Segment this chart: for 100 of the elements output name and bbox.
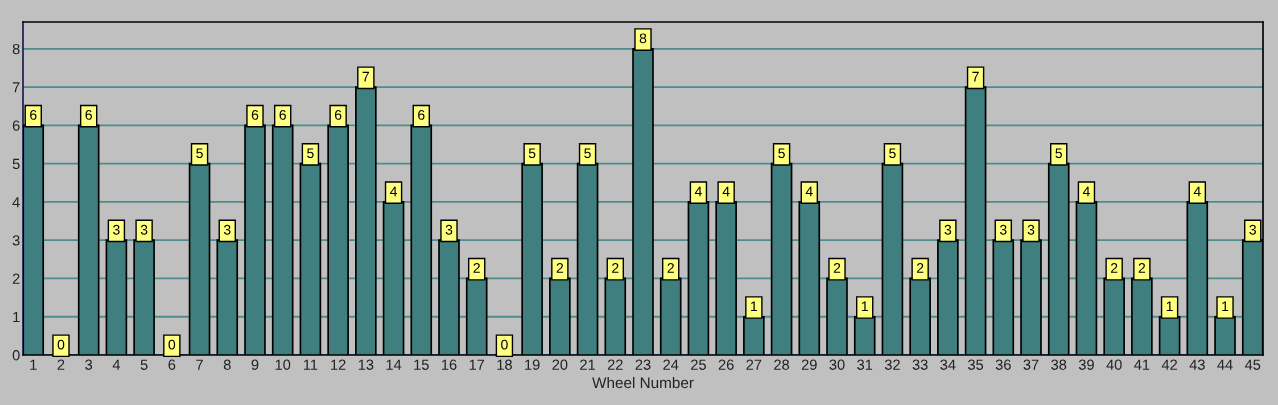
x-tick-label: 4 (112, 359, 121, 370)
x-tick-label: 1 (30, 359, 37, 370)
data-label: 2 (473, 263, 480, 273)
data-label: 5 (307, 148, 314, 159)
data-label: 4 (805, 186, 813, 197)
x-tick-label: 27 (746, 359, 762, 370)
data-label: 2 (833, 263, 841, 273)
data-label: 6 (418, 109, 425, 120)
data-label: 0 (168, 339, 176, 350)
x-tick-label: 39 (1078, 359, 1094, 370)
x-tick-label: 29 (801, 359, 817, 370)
data-label: 0 (501, 339, 508, 350)
y-tick-label: 6 (12, 120, 20, 131)
x-tick-label: 37 (1023, 359, 1039, 370)
data-label: 5 (584, 148, 591, 159)
x-tick-label: 14 (386, 359, 402, 370)
y-tick-label: 0 (12, 350, 20, 361)
x-tick-label: 7 (196, 359, 203, 370)
data-label: 2 (1138, 263, 1146, 273)
x-tick-label: 5 (140, 359, 148, 370)
data-label: 3 (223, 224, 231, 235)
x-tick-label: 33 (912, 359, 928, 370)
x-tick-label: 31 (857, 359, 873, 370)
x-tick-label: 36 (995, 359, 1011, 370)
data-label: 5 (196, 148, 203, 159)
x-tick-label: 15 (414, 359, 429, 370)
data-label: 0 (57, 339, 65, 350)
data-label: 7 (972, 71, 979, 82)
y-tick-label: 8 (12, 43, 20, 55)
x-tick-label: 17 (469, 359, 485, 370)
x-tick-label: 6 (168, 359, 176, 370)
data-label: 2 (916, 263, 924, 273)
x-tick-label: 40 (1106, 359, 1122, 370)
data-label: 2 (667, 263, 674, 273)
x-tick-label: 23 (635, 359, 651, 370)
data-label: 2 (1111, 263, 1118, 273)
x-tick-label: 9 (251, 359, 259, 370)
data-label: 2 (612, 263, 619, 273)
x-tick-label: 35 (968, 359, 984, 370)
data-label: 4 (1082, 186, 1090, 197)
data-label: 3 (140, 224, 148, 235)
data-label: 6 (30, 109, 37, 120)
y-tick-label: 3 (12, 235, 20, 246)
x-tick-label: 30 (829, 359, 845, 370)
data-label: 6 (334, 109, 342, 120)
data-label: 1 (861, 301, 868, 312)
x-tick-label: 26 (718, 359, 734, 370)
x-tick-label: 32 (884, 359, 900, 370)
data-label: 5 (528, 148, 536, 159)
x-tick-label: 21 (580, 359, 595, 370)
data-label: 7 (362, 71, 370, 82)
data-label: 1 (751, 301, 758, 312)
x-tick-label: 13 (358, 359, 374, 370)
data-label: 5 (1055, 148, 1063, 159)
data-label: 6 (251, 109, 259, 120)
x-tick-label: 19 (525, 359, 540, 370)
x-tick-label: 10 (275, 359, 291, 370)
data-label: 3 (1027, 224, 1035, 235)
x-tick-label: 11 (303, 359, 318, 370)
data-label: 4 (390, 186, 398, 197)
y-tick-label: 1 (13, 311, 20, 323)
x-tick-label: 45 (1244, 359, 1261, 370)
x-tick-label: 44 (1217, 359, 1233, 370)
data-label: 3 (944, 224, 952, 235)
data-label: 5 (889, 148, 896, 159)
x-tick-label: 22 (607, 359, 623, 370)
data-label: 3 (999, 224, 1007, 235)
data-label: 3 (1249, 224, 1256, 235)
x-tick-label: 20 (552, 359, 568, 370)
y-tick-label: 5 (12, 158, 20, 170)
data-label: 4 (1193, 186, 1201, 197)
x-tick-label: 34 (940, 359, 956, 370)
x-tick-label: 25 (691, 359, 706, 370)
x-tick-label: 3 (85, 359, 93, 370)
x-axis-title: Wheel Number (592, 376, 694, 389)
x-tick-label: 28 (774, 359, 790, 370)
x-tick-label: 8 (223, 359, 231, 370)
data-label: 6 (279, 109, 286, 120)
x-tick-label: 16 (441, 359, 457, 370)
x-tick-label: 24 (663, 359, 679, 370)
x-tick-label: 38 (1051, 359, 1067, 370)
x-tick-label: 43 (1189, 359, 1205, 370)
x-tick-label: 42 (1161, 359, 1177, 370)
data-label: 4 (722, 186, 730, 197)
data-label: 1 (1222, 301, 1229, 312)
data-label: 2 (556, 263, 564, 273)
x-tick-label: 18 (497, 359, 512, 370)
y-tick-label: 2 (12, 273, 20, 284)
x-tick-label: 41 (1134, 359, 1150, 370)
x-tick-label: 12 (331, 359, 346, 370)
data-label: 8 (639, 33, 647, 44)
data-label: 6 (85, 109, 92, 120)
data-label: 3 (113, 224, 120, 235)
data-label: 5 (778, 148, 785, 159)
y-tick-label: 7 (12, 82, 20, 93)
x-tick-label: 2 (57, 359, 65, 370)
y-tick-label: 4 (12, 197, 20, 208)
data-label: 1 (1166, 301, 1173, 312)
data-label: 3 (445, 224, 453, 235)
data-label: 4 (694, 186, 702, 197)
